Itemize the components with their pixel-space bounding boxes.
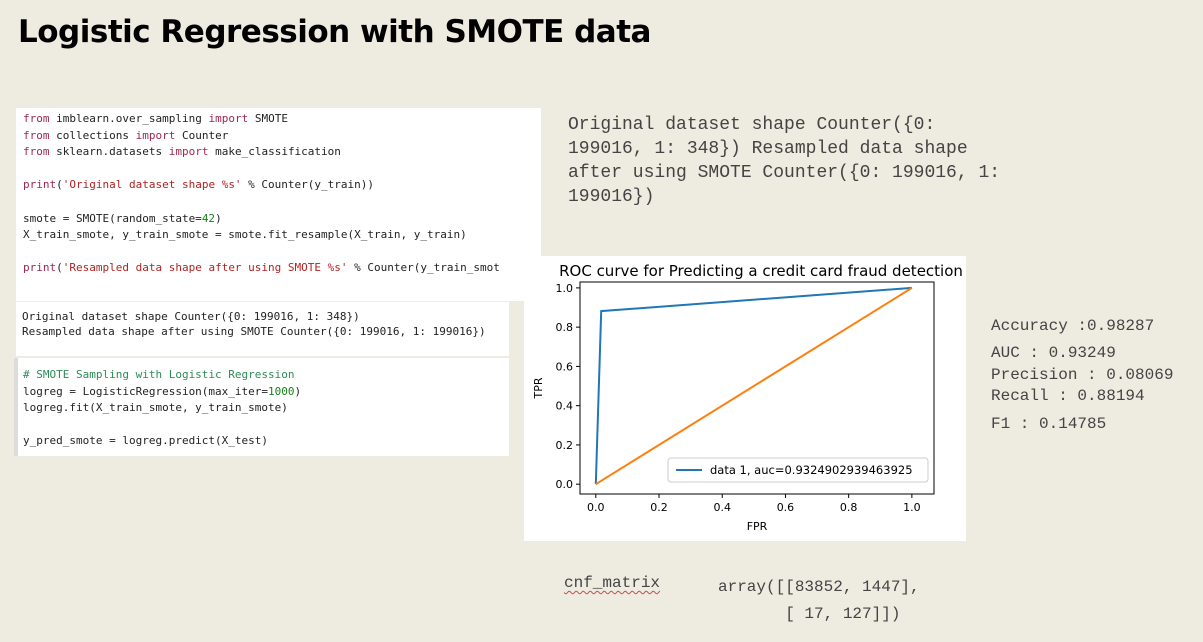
code-cell-1-output: Original dataset shape Counter({0: 19901… (16, 302, 509, 356)
output-line: Original dataset shape Counter({0: 19901… (22, 310, 360, 323)
console-line: 199016}) (568, 187, 655, 207)
code-line: X_train_smote, y_train_smote = smote.fit… (23, 228, 467, 242)
metric-recall: Recall : 0.88194 (991, 387, 1145, 405)
x-tick-label: 1.0 (903, 501, 921, 514)
confusion-matrix-line: array([[83852, 1447], (718, 578, 920, 596)
chart-title: ROC curve for Predicting a credit card f… (559, 262, 963, 280)
console-line: after using SMOTE Counter({0: 199016, 1: (568, 163, 1001, 183)
y-tick-label: 0.0 (556, 478, 574, 491)
code-line: from sklearn.datasets import make_classi… (23, 145, 341, 159)
chance-line (595, 287, 913, 486)
chart-corner (509, 238, 525, 260)
code-line: smote = SMOTE(random_state=42) (23, 211, 222, 225)
roc-chart: ROC curve for Predicting a credit card f… (524, 256, 966, 541)
confusion-matrix-value: array([[83852, 1447], [ 17, 127]]) (718, 574, 920, 628)
x-tick-label: 0.0 (587, 501, 605, 514)
code-line: print('Resampled data shape after using … (23, 261, 500, 275)
code-line: from imblearn.over_sampling import SMOTE (23, 112, 288, 125)
code-cell-1-source: from imblearn.over_sampling import SMOTE… (23, 111, 500, 277)
slide-title: Logistic Regression with SMOTE data (18, 14, 651, 50)
metric-auc: AUC : 0.93249 (991, 344, 1116, 362)
output-line: Resampled data shape after using SMOTE C… (22, 324, 486, 338)
code-line: # SMOTE Sampling with Logistic Regressio… (23, 368, 295, 381)
code-line: print('Original dataset shape %s' % Coun… (23, 178, 375, 192)
code-cell-2-source: # SMOTE Sampling with Logistic Regressio… (23, 367, 301, 450)
code-cell-2[interactable]: # SMOTE Sampling with Logistic Regressio… (14, 358, 509, 456)
x-tick-label: 0.8 (840, 501, 858, 514)
code-line: from collections import Counter (23, 128, 229, 142)
confusion-matrix-label: cnf_matrix (564, 574, 661, 592)
y-axis-label: TPR (532, 377, 545, 399)
code-line: y_pred_smote = logreg.predict(X_test) (23, 434, 269, 448)
metric-accuracy: Accuracy :0.98287 (991, 317, 1155, 335)
output-text: Original dataset shape Counter({0: 19901… (22, 310, 486, 339)
x-axis-label: FPR (747, 520, 768, 533)
metric-f1: F1 : 0.14785 (991, 415, 1107, 433)
x-tick-label: 0.6 (777, 501, 795, 514)
y-tick-label: 1.0 (556, 282, 574, 295)
plot-frame (579, 281, 935, 495)
legend-label: data 1, auc=0.9324902939463925 (710, 463, 913, 477)
y-tick-label: 0.6 (556, 360, 574, 373)
code-line: logreg = LogisticRegression(max_iter=100… (23, 384, 302, 398)
console-line: 199016, 1: 348}) Resampled data shape (568, 139, 968, 159)
y-tick-label: 0.8 (556, 321, 574, 334)
legend-box (667, 457, 929, 483)
confusion-matrix-line: [ 17, 127]]) (718, 605, 901, 623)
y-tick-label: 0.4 (556, 400, 574, 413)
roc-curve-line (594, 286, 912, 485)
code-line: logreg.fit(X_train_smote, y_train_smote) (23, 401, 288, 415)
console-line: Original dataset shape Counter({0: (568, 115, 936, 135)
roc-chart-svg: ROC curve for Predicting a credit card f… (532, 262, 963, 533)
x-tick-label: 0.2 (650, 501, 668, 514)
y-tick-label: 0.2 (556, 439, 574, 452)
metric-precision: Precision : 0.08069 (991, 366, 1174, 384)
console-output: Original dataset shape Counter({0: 19901… (568, 113, 1000, 209)
x-tick-label: 0.4 (713, 501, 731, 514)
code-cell-1[interactable]: from imblearn.over_sampling import SMOTE… (16, 108, 541, 301)
